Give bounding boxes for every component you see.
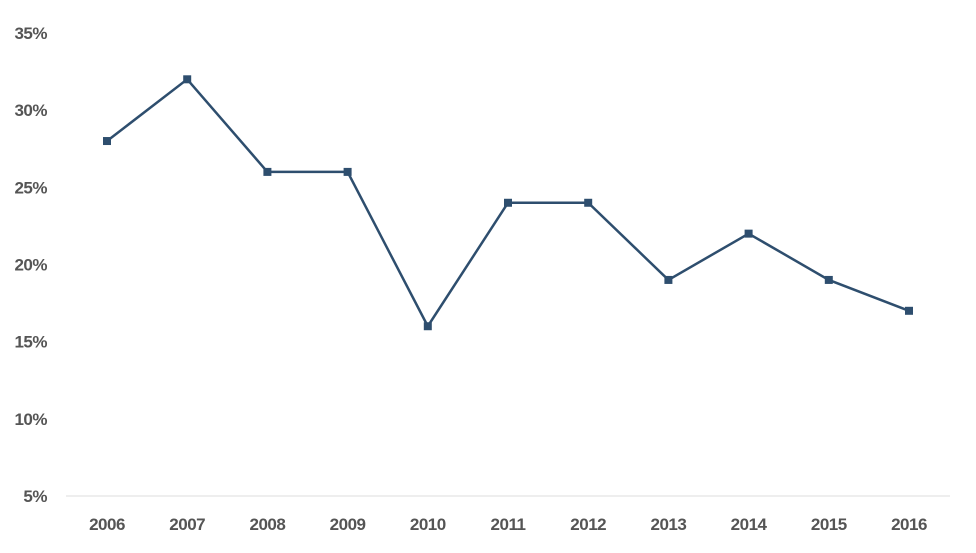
y-tick-label: 30% — [14, 101, 47, 120]
data-point — [584, 198, 593, 207]
data-point — [423, 322, 432, 331]
y-tick-label: 5% — [23, 487, 47, 506]
data-point — [744, 229, 753, 238]
data-point — [183, 75, 192, 84]
x-tick-label: 2016 — [891, 515, 927, 534]
data-point — [824, 275, 833, 284]
x-tick-label: 2006 — [89, 515, 125, 534]
data-point — [905, 306, 913, 315]
x-tick-label: 2011 — [491, 515, 526, 534]
x-tick-label: 2015 — [811, 515, 847, 534]
x-tick-label: 2012 — [570, 515, 606, 534]
data-point — [263, 167, 272, 176]
data-point — [664, 275, 673, 284]
data-point — [504, 198, 512, 207]
y-tick-label: 15% — [14, 333, 47, 352]
y-tick-label: 35% — [14, 24, 47, 43]
y-tick-label: 25% — [14, 178, 47, 197]
data-point — [103, 137, 111, 146]
x-tick-label: 2008 — [249, 515, 285, 534]
x-tick-label: 2013 — [650, 515, 686, 534]
x-tick-label: 2007 — [169, 515, 205, 534]
x-tick-label: 2009 — [330, 515, 366, 534]
y-tick-label: 20% — [14, 256, 47, 275]
data-point — [343, 167, 352, 176]
y-tick-label: 10% — [14, 410, 47, 429]
x-tick-label: 2010 — [410, 515, 446, 534]
x-tick-label: 2014 — [731, 515, 768, 534]
